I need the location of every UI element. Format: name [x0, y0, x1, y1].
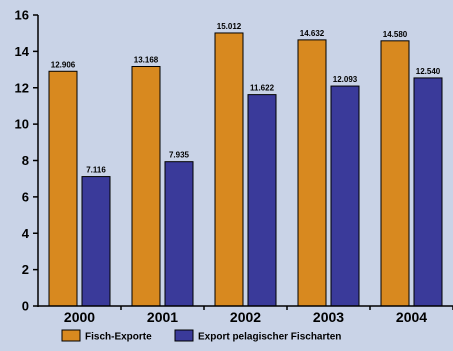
bar-export-pelagisch-2004	[413, 77, 443, 307]
y-axis: 0 2 4 6 8 10 12 14 16	[15, 8, 39, 314]
legend: Fisch-Exporte Export pelagischer Fischart…	[61, 329, 341, 343]
y-tick-label: 4	[22, 226, 30, 241]
y-tick-label: 8	[22, 153, 29, 168]
data-label: 12.540	[416, 67, 441, 76]
bar-fisch-exporte-2000	[48, 70, 78, 307]
data-label: 12.906	[51, 60, 76, 69]
bar-export-pelagisch-2000	[81, 176, 111, 307]
y-tick-label: 6	[22, 189, 29, 204]
data-label: 7.116	[86, 166, 106, 175]
data-label: 14.580	[383, 30, 408, 39]
x-tick-label: 2003	[313, 309, 344, 325]
x-axis: 2000 2001 2002 2003 2004	[38, 305, 453, 325]
data-label: 11.622	[250, 84, 275, 93]
legend-swatch-fisch-exporte	[61, 329, 81, 342]
bar-export-pelagisch-2001	[164, 161, 194, 307]
bar-fisch-exporte-2003	[297, 39, 327, 307]
data-label: 15.012	[217, 22, 242, 31]
bar-export-pelagisch-2003	[330, 85, 360, 307]
data-label: 12.093	[333, 75, 358, 84]
y-tick-label: 12	[15, 80, 29, 95]
data-label: 14.632	[300, 29, 325, 38]
y-tick-label: 16	[15, 8, 29, 23]
x-tick-label: 2001	[147, 309, 178, 325]
y-tick-label: 0	[22, 299, 29, 314]
bar-fisch-exporte-2002	[214, 32, 244, 307]
data-label: 13.168	[134, 56, 159, 65]
y-tick-label: 14	[15, 44, 30, 59]
bar-fisch-exporte-2001	[131, 66, 161, 307]
bar-export-pelagisch-2002	[247, 94, 277, 307]
legend-label-export-pelagisch: Export pelagischer Fischarten	[198, 332, 341, 343]
x-tick-label: 2002	[230, 309, 261, 325]
y-tick-label: 2	[22, 262, 29, 277]
y-tick-label: 10	[15, 117, 29, 132]
data-label: 7.935	[169, 151, 190, 160]
legend-label-fisch-exporte: Fisch-Exporte	[85, 332, 152, 343]
legend-swatch-export-pelagisch	[174, 329, 194, 342]
bars: 12.906 7.116 13.168 7.935 15.012 11.622 14.632…	[48, 22, 443, 307]
x-tick-label: 2000	[64, 309, 95, 325]
x-tick-label: 2004	[396, 309, 427, 325]
bar-fisch-exporte-2004	[380, 40, 410, 307]
